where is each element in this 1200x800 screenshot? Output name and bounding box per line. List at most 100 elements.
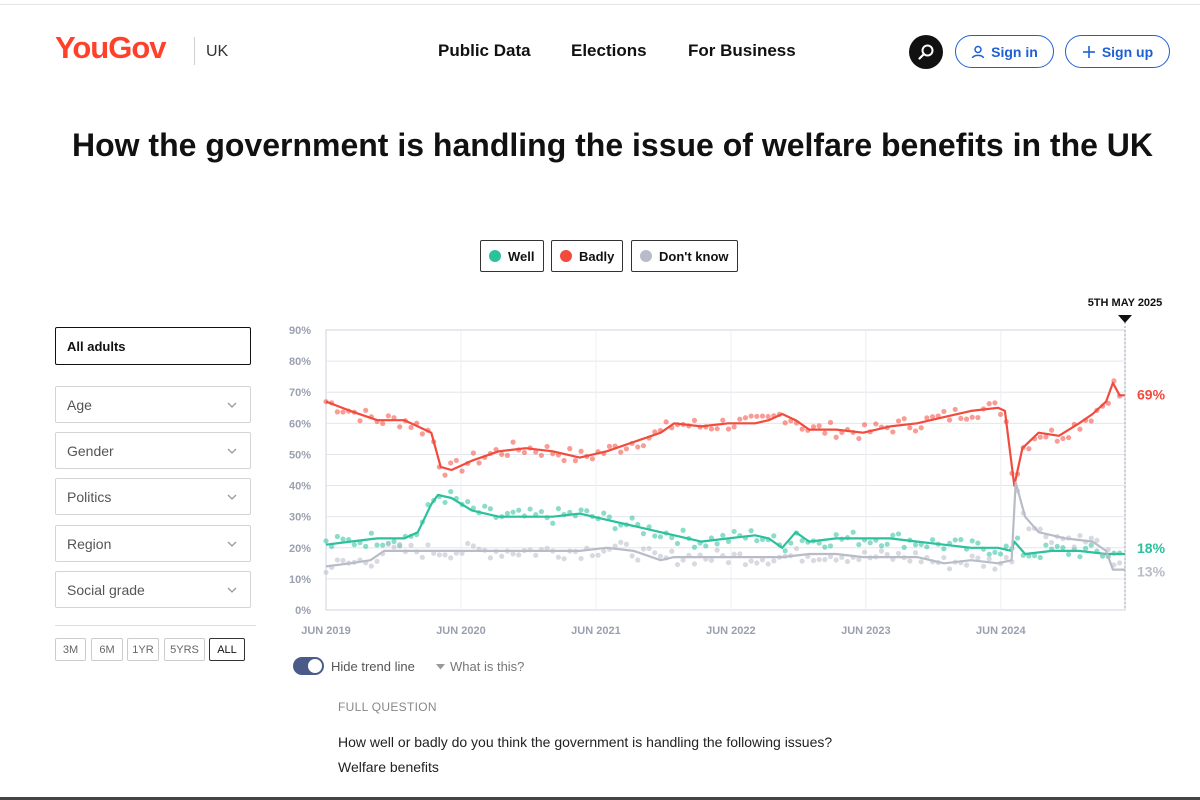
data-point xyxy=(476,460,482,466)
data-point xyxy=(680,557,686,563)
data-point xyxy=(465,499,471,505)
data-point xyxy=(958,537,964,543)
legend-dont-know-button[interactable]: Don't know xyxy=(631,240,738,272)
legend-badly-button[interactable]: Badly xyxy=(551,240,624,272)
data-point xyxy=(708,557,715,563)
data-point xyxy=(363,407,369,413)
range-6m-button[interactable]: 6M xyxy=(91,638,123,661)
filter-all-adults[interactable]: All adults xyxy=(55,327,251,365)
what-is-this-link[interactable]: What is this? xyxy=(436,659,524,674)
data-point xyxy=(691,544,698,550)
range-5yrs-button[interactable]: 5YRS xyxy=(164,638,205,661)
data-point xyxy=(657,553,664,559)
data-point xyxy=(1077,426,1083,432)
data-point xyxy=(963,416,970,422)
range-all-button[interactable]: ALL xyxy=(209,638,245,661)
data-point xyxy=(391,538,397,545)
data-point xyxy=(958,415,964,422)
sign-in-button[interactable]: Sign in xyxy=(955,35,1054,68)
search-button[interactable] xyxy=(909,35,943,69)
dont-know-dot xyxy=(640,250,652,262)
trend-line-toggle[interactable] xyxy=(293,657,324,675)
data-point xyxy=(952,537,958,543)
nav-elections[interactable]: Elections xyxy=(571,41,647,60)
end-value-label: 13% xyxy=(1137,564,1166,580)
data-point xyxy=(708,426,715,432)
data-point xyxy=(323,569,329,575)
data-point xyxy=(533,449,539,455)
data-point xyxy=(992,566,998,572)
x-tick-label: JUN 2019 xyxy=(301,625,351,637)
filter-gender[interactable]: Gender xyxy=(55,432,251,469)
chevron-down-icon xyxy=(227,541,237,547)
nav-for-business[interactable]: For Business xyxy=(688,41,796,60)
data-point xyxy=(334,409,340,415)
series-well: 18% xyxy=(323,489,1166,561)
data-point xyxy=(986,556,992,562)
data-point xyxy=(1099,552,1106,558)
data-point xyxy=(884,541,890,547)
data-point xyxy=(946,566,953,572)
data-point xyxy=(714,547,720,553)
filter-region[interactable]: Region xyxy=(55,525,251,562)
series-don-t-know: 13% xyxy=(323,481,1166,580)
data-point xyxy=(907,425,913,431)
data-point xyxy=(431,550,437,556)
data-point xyxy=(612,543,618,549)
nav-public-data[interactable]: Public Data xyxy=(438,41,531,60)
chevron-down-icon xyxy=(227,494,237,500)
legend-badly-label: Badly xyxy=(579,248,615,264)
data-point xyxy=(1048,427,1055,433)
data-point xyxy=(992,549,998,555)
well-dot xyxy=(489,250,501,262)
data-point xyxy=(538,508,545,515)
data-point xyxy=(1014,535,1021,541)
data-point xyxy=(385,413,391,419)
data-point xyxy=(822,430,828,436)
date-marker: 5TH MAY 2025 xyxy=(1088,297,1162,610)
range-1yr-button[interactable]: 1YR xyxy=(127,638,159,661)
yougov-logo[interactable]: YouGov xyxy=(55,30,167,65)
data-point xyxy=(816,423,822,429)
data-point xyxy=(646,524,652,530)
data-point xyxy=(510,509,516,515)
data-point xyxy=(334,557,340,563)
data-point xyxy=(963,562,970,568)
data-point xyxy=(470,543,476,549)
data-point xyxy=(1060,545,1066,551)
data-point xyxy=(674,540,681,547)
filters-divider xyxy=(55,625,256,626)
data-point xyxy=(952,406,958,413)
y-tick-label: 30% xyxy=(289,512,311,524)
data-point xyxy=(397,541,403,547)
data-point xyxy=(635,444,641,450)
data-point xyxy=(924,544,930,550)
trend-line xyxy=(325,381,1125,487)
y-tick-label: 40% xyxy=(289,481,311,493)
filter-politics[interactable]: Politics xyxy=(55,478,251,515)
data-point xyxy=(975,555,981,561)
data-point xyxy=(1088,542,1094,548)
data-point xyxy=(419,431,425,437)
range-3m-button[interactable]: 3M xyxy=(55,638,86,661)
data-point xyxy=(340,557,346,564)
data-point xyxy=(482,503,488,509)
data-point xyxy=(612,526,618,532)
y-tick-label: 10% xyxy=(289,574,311,586)
sign-up-button[interactable]: Sign up xyxy=(1065,35,1170,68)
data-point xyxy=(969,538,975,544)
data-point xyxy=(572,458,579,464)
data-point xyxy=(1003,554,1009,561)
data-point xyxy=(816,540,822,546)
data-point xyxy=(895,531,902,537)
filter-social-grade[interactable]: Social grade xyxy=(55,571,251,608)
data-point xyxy=(1071,544,1077,550)
filter-age[interactable]: Age xyxy=(55,386,251,423)
data-point xyxy=(368,563,374,569)
data-point xyxy=(510,551,516,557)
legend-well-button[interactable]: Well xyxy=(480,240,544,272)
data-point xyxy=(890,532,896,538)
data-point xyxy=(827,419,834,426)
y-tick-label: 60% xyxy=(289,418,311,430)
data-point xyxy=(748,558,754,564)
